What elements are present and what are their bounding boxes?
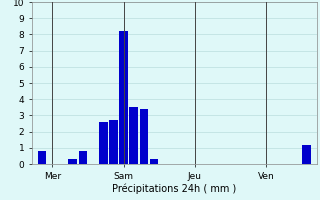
Bar <box>302 145 311 164</box>
Bar <box>119 31 128 164</box>
Bar <box>99 122 108 164</box>
Bar <box>78 151 87 164</box>
Bar <box>150 159 158 164</box>
Bar <box>140 109 148 164</box>
Bar <box>109 120 118 164</box>
Bar <box>129 107 138 164</box>
Bar <box>68 159 77 164</box>
X-axis label: Précipitations 24h ( mm ): Précipitations 24h ( mm ) <box>112 183 236 194</box>
Bar <box>38 151 46 164</box>
